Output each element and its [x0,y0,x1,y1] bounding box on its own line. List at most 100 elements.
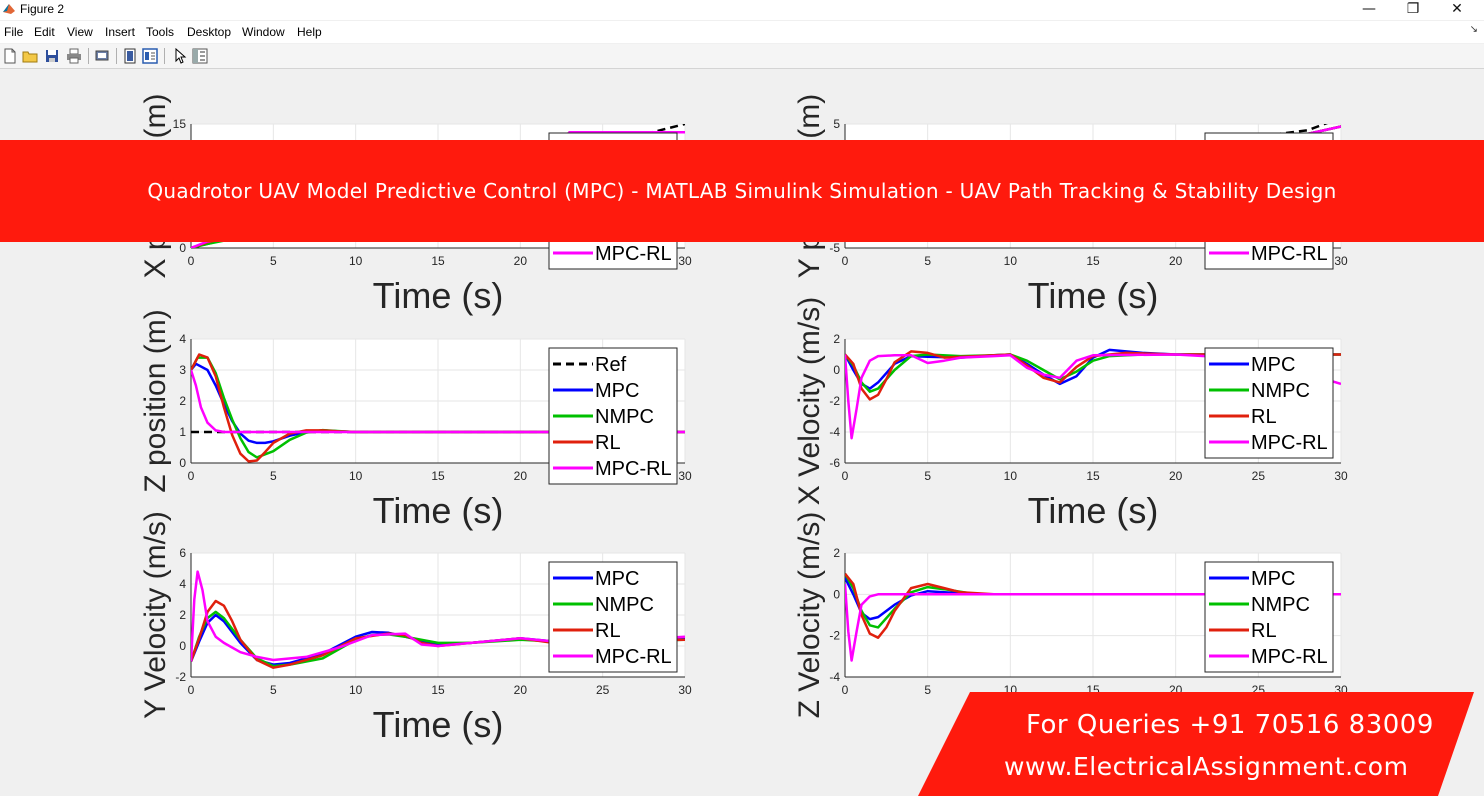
legend-label: NMPC [595,406,654,428]
contact-badge: For Queries +91 70516 83009 www.Electric… [918,692,1484,796]
x-tick-label: 30 [1334,254,1348,268]
x-tick-label: 0 [188,254,195,268]
series-line-mpc-rl [191,369,685,434]
x-tick-label: 0 [188,469,195,483]
legend-label: MPC-RL [595,243,672,265]
series-line-rl [845,572,1341,639]
edit-plot-icon[interactable] [172,48,188,64]
menu-edit[interactable]: Edit [34,25,55,39]
y-tick-label: -2 [829,629,840,643]
legend: Ref MPC NMPC RL MPC-RL [548,347,678,485]
y-tick-label: 15 [173,117,187,131]
legend-label: RL [595,432,621,454]
x-tick-label: 15 [431,683,445,697]
print-icon[interactable] [66,48,82,64]
y-tick-label: -4 [829,670,840,684]
x-tick-label: 30 [678,683,692,697]
y-tick-label: 2 [833,546,840,560]
x-tick-label: 5 [924,469,931,483]
window-title: Figure 2 [20,2,65,16]
series-line-ref [845,124,1329,188]
menu-view[interactable]: View [67,25,93,39]
legend-label: MPC-RL [595,646,672,668]
legend-label: MPC [595,568,639,590]
x-tick-label: 5 [270,469,277,483]
menu-tools[interactable]: Tools [146,25,175,39]
menu-window[interactable]: Window [242,25,285,39]
y-tick-label: 5 [833,117,840,131]
legend-label: MPC-RL [1251,243,1328,265]
y-axis-label: Z position (m) [139,309,172,492]
y-axis-label: Y Velocity (m/s) [139,511,172,719]
print-preview-icon[interactable] [94,48,110,64]
x-tick-label: 30 [1334,469,1348,483]
x-tick-label: 10 [1004,254,1018,268]
y-tick-label: -2 [175,670,186,684]
menu-desktop[interactable]: Desktop [187,25,232,39]
x-tick-label: 30 [678,254,692,268]
menu-file[interactable]: File [4,25,24,39]
x-tick-label: 5 [270,254,277,268]
minimize-button[interactable]: — [1362,1,1376,17]
hide-plot-tools-icon[interactable] [122,48,138,64]
y-tick-label: 0 [833,587,840,601]
close-button[interactable]: ✕ [1451,1,1463,17]
y-tick-label: 0 [833,363,840,377]
x-tick-label: 30 [678,469,692,483]
x-tick-label: 20 [514,683,528,697]
x-tick-label: 0 [188,683,195,697]
legend-label: MPC [595,380,639,402]
x-tick-label: 20 [514,469,528,483]
show-plot-tools-icon[interactable] [142,48,158,64]
legend-label: NMPC [1251,594,1310,616]
x-tick-label: 0 [842,469,849,483]
save-icon[interactable] [44,48,60,64]
y-tick-label: -6 [829,456,840,470]
y-tick-label: -2 [829,394,840,408]
x-tick-label: 15 [431,254,445,268]
y-tick-label: 2 [833,332,840,346]
legend-label: RL [1251,620,1277,642]
series-line-mpc-rl [845,353,1341,440]
x-tick-label: 5 [270,683,277,697]
x-axis-label: Time (s) [1028,275,1159,316]
open-file-icon[interactable] [22,48,38,64]
title-banner: Quadrotor UAV Model Predictive Control (… [0,140,1484,242]
menu-help[interactable]: Help [297,25,322,39]
x-tick-label: 10 [349,683,363,697]
x-tick-label: 5 [924,683,931,697]
y-tick-label: 2 [179,394,186,408]
matlab-logo-icon [3,4,15,14]
subplot-4: 0 5 10 15 20 25 30 -6 -4 -2 0 2 MPC NMPC RL MPC-RL Time … [793,297,1348,531]
insert-legend-icon[interactable] [192,48,208,64]
contact-website[interactable]: www.ElectricalAssignment.com [1004,752,1409,781]
x-tick-label: 5 [924,254,931,268]
y-tick-label: -5 [829,241,840,255]
series-line-mpc-rl [191,570,685,662]
maximize-button[interactable]: ❐ [1406,1,1420,17]
x-axis-label: Time (s) [1028,490,1159,531]
x-axis-label: Time (s) [373,275,504,316]
legend-box [1204,561,1334,673]
legend-box [548,561,678,673]
x-tick-label: 20 [1169,254,1183,268]
series-line-rl [191,353,685,463]
x-tick-label: 25 [596,683,610,697]
new-figure-icon[interactable] [2,48,18,64]
title-bar: Figure 2 — ❐ ✕ [0,0,1484,20]
y-tick-label: 2 [179,608,186,622]
menu-bar: File Edit View Insert Tools Desktop Wind… [0,21,1484,43]
legend-label: MPC-RL [1251,432,1328,454]
menu-insert[interactable]: Insert [105,25,136,39]
x-tick-label: 15 [1086,469,1100,483]
legend: MPC NMPC RL MPC-RL [548,561,678,673]
legend-label: MPC-RL [595,458,672,480]
y-axis-label: X Velocity (m/s) [793,297,826,505]
y-tick-label: 0 [179,456,186,470]
toolbar-separator [164,48,165,64]
y-tick-label: 0 [179,241,186,255]
dock-arrow-icon[interactable]: ↘ [1469,24,1478,35]
legend-label: NMPC [595,594,654,616]
legend-label: RL [595,620,621,642]
